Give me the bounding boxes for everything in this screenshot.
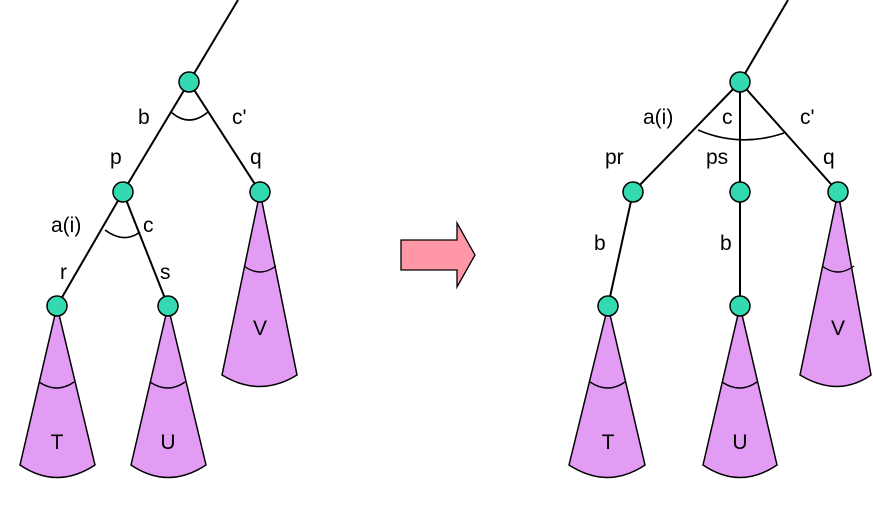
left-label-a-i: a(i) [51, 214, 81, 237]
right-label-q: q [823, 146, 835, 169]
left-node-s [157, 295, 179, 317]
right-subtree-label-V: V [831, 317, 845, 340]
right-tree: T U V a(i) c c' pr ps q b b [568, 0, 872, 479]
left-subtree-label-U: U [160, 431, 175, 454]
left-edge-b-p [122, 81, 190, 193]
right-subtree-T-arc [589, 381, 626, 389]
left-label-r: r [60, 261, 67, 284]
left-subtree-U-arc [149, 381, 186, 389]
right-subtree-label-T: T [602, 431, 615, 454]
right-label-a-i: a(i) [643, 106, 673, 129]
left-edge-a-r [56, 191, 124, 307]
right-edge-c-prime-q [739, 81, 839, 193]
left-label-q: q [250, 146, 262, 169]
right-label-ps: ps [706, 146, 728, 169]
right-subtree-U-arc [721, 381, 758, 389]
left-subtree-T-arc [38, 381, 75, 389]
left-root-edge [188, 0, 239, 83]
left-angle-arc-p [104, 229, 141, 239]
left-subtree-label-V: V [253, 317, 267, 340]
right-subtree-U [702, 305, 778, 479]
left-subtree-V-arc [243, 265, 277, 273]
left-angle-arc-root [170, 111, 209, 121]
right-subtree-label-U: U [732, 431, 747, 454]
right-subtree-T [568, 305, 646, 479]
left-label-c: c [143, 214, 154, 237]
right-node-pr [622, 181, 644, 203]
right-edge-b-left [607, 191, 634, 307]
right-label-c: c [722, 106, 733, 129]
left-node-r [46, 295, 68, 317]
left-label-c-prime: c' [232, 106, 247, 129]
left-subtree-T [19, 305, 96, 479]
left-edge-c-prime-q [188, 81, 261, 193]
right-label-c-prime: c' [800, 106, 815, 129]
right-label-pr: pr [605, 146, 624, 169]
left-node-p [112, 181, 134, 203]
right-label-b-left: b [594, 232, 606, 255]
transform-arrow-icon [400, 220, 476, 290]
left-tree: T U V b c' p q a(i) c r s [19, 0, 298, 479]
left-node-q [249, 181, 271, 203]
left-subtree-label-T: T [51, 431, 64, 454]
right-edge-a-pr [632, 81, 741, 193]
left-subtree-U [130, 305, 207, 479]
right-subtree-V-arc [821, 265, 855, 273]
left-label-p: p [110, 146, 122, 169]
right-label-b-mid: b [720, 232, 732, 255]
left-label-s: s [160, 261, 171, 284]
right-node-ps [729, 181, 751, 203]
right-node-q [827, 181, 849, 203]
right-root-edge [739, 0, 789, 83]
right-subtree-V [799, 191, 872, 388]
right-angle-arc-root [697, 129, 785, 141]
left-edge-c-s [122, 191, 169, 307]
left-root-node [178, 71, 200, 93]
left-subtree-V [221, 191, 298, 388]
right-node-mid-leaf [729, 295, 751, 317]
right-node-left-leaf [597, 295, 619, 317]
right-root-node [729, 71, 751, 93]
left-label-b: b [138, 106, 150, 129]
